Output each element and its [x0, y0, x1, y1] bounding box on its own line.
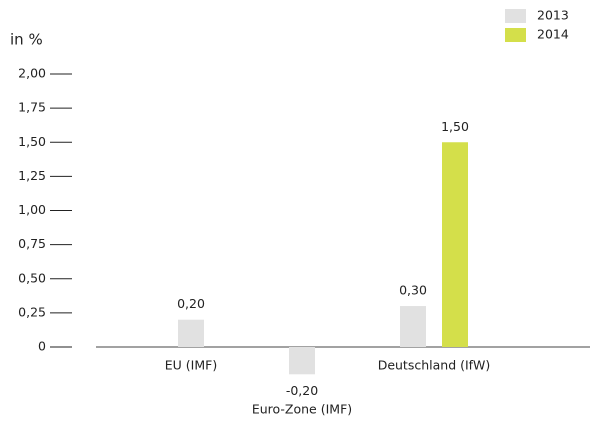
- bar: [289, 347, 315, 375]
- value-label: 0,20: [177, 296, 205, 311]
- x-tick-label: Euro-Zone (IMF): [252, 402, 352, 417]
- y-tick-label: 1,00: [18, 202, 46, 217]
- y-axis-label: in %: [10, 31, 43, 49]
- x-tick-label: EU (IMF): [165, 358, 217, 373]
- y-tick-label: 0,50: [18, 270, 46, 285]
- bar: [442, 142, 468, 347]
- legend-swatch: [505, 28, 526, 42]
- legend-label: 2013: [537, 8, 569, 23]
- value-label: 1,50: [441, 119, 469, 134]
- bar: [178, 319, 204, 347]
- y-tick-label: 1,25: [18, 168, 46, 183]
- y-tick-label: 0,25: [18, 304, 46, 319]
- y-tick-label: 2,00: [18, 66, 46, 81]
- x-tick-label: Deutschland (IfW): [378, 358, 491, 373]
- y-tick-label: 1,50: [18, 134, 46, 149]
- value-label: 0,30: [399, 283, 427, 298]
- y-tick-label: 0,75: [18, 236, 46, 251]
- value-label: -0,20: [286, 383, 318, 398]
- y-tick-label: 1,75: [18, 100, 46, 115]
- legend-swatch: [505, 9, 526, 23]
- legend-label: 2014: [537, 27, 569, 42]
- y-tick-label: 0: [38, 339, 46, 354]
- bar: [400, 306, 426, 347]
